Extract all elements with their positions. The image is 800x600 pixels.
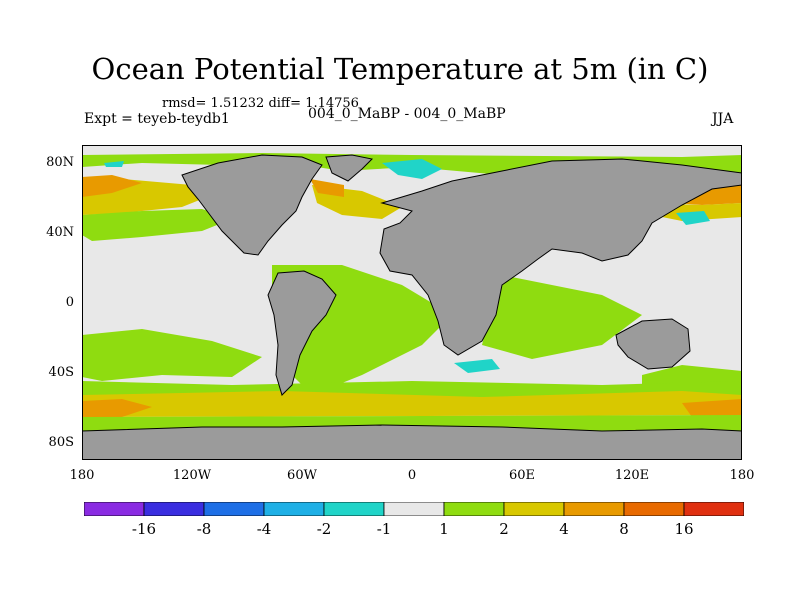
south-america-land [267, 270, 337, 396]
southern-ocean-orange [82, 399, 152, 419]
colorbar-segment [683, 502, 744, 516]
colorbar-label: 1 [439, 520, 449, 538]
lat-label: 40N [46, 224, 74, 240]
lon-label: 180 [69, 468, 95, 483]
colorbar-segment [443, 502, 505, 516]
colorbar-segment [383, 502, 445, 516]
colorbar-label: 4 [559, 520, 569, 538]
indian-ocean-green [482, 275, 642, 359]
colorbar-segment [263, 502, 325, 516]
cyan-south-indian [454, 359, 500, 373]
colorbar-label: -1 [376, 520, 392, 538]
chart-title: Ocean Potential Temperature at 5m (in C) [91, 52, 709, 86]
colorbar-label: -4 [256, 520, 272, 538]
north-america-land [181, 154, 323, 256]
greenland-land [325, 154, 374, 182]
colorbar-label: -2 [316, 520, 332, 538]
colorbar-segment [203, 502, 265, 516]
north-pacific-green [82, 209, 232, 241]
lat-label: 80N [46, 154, 74, 170]
eurasia-africa-land [379, 158, 742, 356]
lat-label: 0 [65, 294, 74, 310]
colorbar-segment [84, 502, 145, 516]
season-label: JJA [712, 111, 734, 127]
southern-ocean-yellow [82, 391, 742, 417]
colorbar-label: -16 [131, 520, 157, 538]
colorbar-label: -8 [196, 520, 212, 538]
lon-label: 120E [614, 468, 650, 483]
experiment-label: Expt = teyeb-teydb1 [84, 111, 230, 127]
lat-label: 40S [48, 364, 74, 380]
colorbar-label: 16 [674, 520, 694, 538]
australia-land [615, 318, 691, 370]
temperature-map [82, 145, 742, 460]
cyan-arctic-b [104, 161, 124, 167]
rmsd-diff-stats: rmsd= 1.51232 diff= 1.14756 [162, 96, 359, 111]
cyan-arctic-a [382, 159, 442, 179]
lon-label: 60E [508, 468, 536, 483]
lon-label: 0 [407, 468, 417, 483]
southern-ocean-orange-east [682, 399, 742, 417]
colorbar-segment [563, 502, 625, 516]
lon-label: 120W [172, 468, 212, 483]
colorbar-label: 8 [619, 520, 629, 538]
cyan-west-pacific [676, 211, 710, 225]
lat-label: 80S [48, 434, 74, 450]
colorbar-label: 2 [499, 520, 509, 538]
colorbar-segment [323, 502, 385, 516]
antarctica-land [82, 424, 742, 460]
colorbar-segment [503, 502, 565, 516]
north-pacific-orange [82, 175, 142, 197]
lon-label: 180 [729, 468, 755, 483]
land-masses [82, 154, 742, 460]
map-frame [82, 145, 742, 460]
colorbar-segment [143, 502, 205, 516]
colorbar-segment [623, 502, 685, 516]
colorbar [84, 502, 744, 516]
comparison-label: 004_0_MaBP - 004_0_MaBP [308, 106, 506, 122]
south-pacific-green [82, 329, 262, 381]
lon-label: 60W [287, 468, 317, 483]
north-atlantic-orange [310, 179, 344, 197]
